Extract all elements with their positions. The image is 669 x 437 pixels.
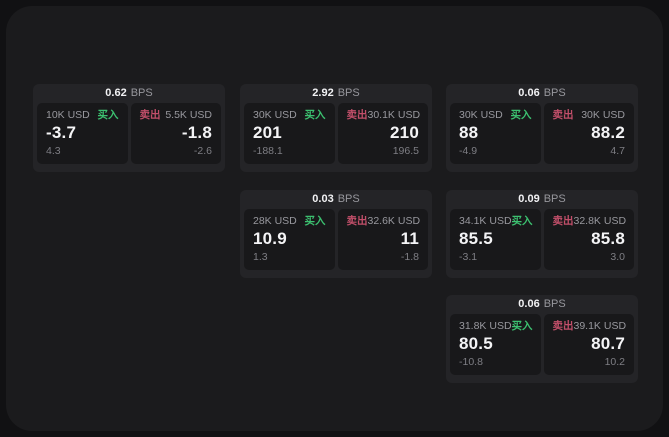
buy-size: 34.1K USD (459, 215, 512, 227)
sell-quote-cell[interactable]: 卖出 30.1K USD 210 196.5 (337, 103, 428, 164)
card-header: 2.92 BPS (240, 84, 432, 103)
sell-size: 30.1K USD (367, 109, 421, 121)
sell-side-label: 卖出 (139, 109, 161, 121)
sell-size: 32.8K USD (573, 215, 627, 227)
sell-price: 88.2 (591, 123, 625, 142)
buy-side-label: 买入 (510, 109, 532, 121)
sell-sub-value: -1.8 (400, 251, 419, 263)
sell-price: 210 (390, 123, 419, 142)
sell-quote-cell[interactable]: 卖出 32.6K USD 11 -1.8 (337, 209, 428, 270)
sell-sub-value: -2.6 (193, 145, 212, 157)
buy-sub-value: 1.3 (253, 251, 268, 263)
sell-sub-value: 4.7 (610, 145, 625, 157)
buy-sub-value: -188.1 (253, 145, 283, 157)
bps-value: 0.09 (518, 193, 540, 205)
buy-price: -3.7 (46, 123, 77, 142)
bps-unit-label: BPS (543, 87, 566, 99)
buy-size: 30K USD (459, 109, 503, 121)
buy-size: 30K USD (253, 109, 297, 121)
buy-price: 10.9 (253, 229, 287, 248)
card-header: 0.06 BPS (446, 84, 638, 103)
bps-unit-label: BPS (543, 298, 566, 310)
bps-unit-label: BPS (543, 193, 566, 205)
sell-quote-cell[interactable]: 卖出 30K USD 88.2 4.7 (543, 103, 634, 164)
sell-sub-value: 196.5 (392, 145, 419, 157)
bps-unit-label: BPS (337, 193, 360, 205)
quote-card: 0.03 BPS 28K USD 买入 10.9 1.3 卖出 32.6K US… (240, 190, 432, 278)
sell-side-label: 卖出 (552, 215, 574, 227)
buy-price: 85.5 (459, 229, 493, 248)
card-header: 0.09 BPS (446, 190, 638, 209)
quote-card: 0.09 BPS 34.1K USD 买入 85.5 -3.1 卖出 32.8K… (446, 190, 638, 278)
buy-size: 10K USD (46, 109, 90, 121)
sell-side-label: 卖出 (552, 320, 574, 332)
bps-value: 0.62 (105, 87, 127, 99)
quotes-panel: 0.62 BPS 10K USD 买入 -3.7 4.3 卖出 5.5K USD (6, 6, 663, 431)
buy-side-label: 买入 (97, 109, 119, 121)
sell-side-label: 卖出 (346, 109, 368, 121)
sell-price: -1.8 (181, 123, 212, 142)
sell-quote-cell[interactable]: 卖出 5.5K USD -1.8 -2.6 (130, 103, 221, 164)
sell-sub-value: 10.2 (604, 356, 625, 368)
card-header: 0.06 BPS (446, 295, 638, 314)
sell-side-label: 卖出 (346, 215, 368, 227)
quote-cells: 30K USD 买入 201 -188.1 卖出 30.1K USD 210 1… (244, 103, 428, 164)
buy-quote-cell[interactable]: 10K USD 买入 -3.7 4.3 (37, 103, 128, 164)
bps-value: 0.06 (518, 298, 540, 310)
quote-card: 0.62 BPS 10K USD 买入 -3.7 4.3 卖出 5.5K USD (33, 84, 225, 172)
bps-unit-label: BPS (130, 87, 153, 99)
buy-sub-value: -4.9 (459, 145, 478, 157)
buy-price: 88 (459, 123, 479, 142)
sell-size: 39.1K USD (573, 320, 627, 332)
quote-cells: 34.1K USD 买入 85.5 -3.1 卖出 32.8K USD 85.8… (450, 209, 634, 270)
buy-sub-value: -10.8 (459, 356, 483, 368)
quote-cells: 10K USD 买入 -3.7 4.3 卖出 5.5K USD -1.8 -2.… (37, 103, 221, 164)
buy-quote-cell[interactable]: 34.1K USD 买入 85.5 -3.1 (450, 209, 541, 270)
buy-price: 201 (253, 123, 282, 142)
quote-cells: 28K USD 买入 10.9 1.3 卖出 32.6K USD 11 -1.8 (244, 209, 428, 270)
quote-card: 0.06 BPS 30K USD 买入 88 -4.9 卖出 30K USD (446, 84, 638, 172)
buy-quote-cell[interactable]: 30K USD 买入 88 -4.9 (450, 103, 541, 164)
quote-cells: 30K USD 买入 88 -4.9 卖出 30K USD 88.2 4.7 (450, 103, 634, 164)
buy-size: 28K USD (253, 215, 297, 227)
quote-card: 0.06 BPS 31.8K USD 买入 80.5 -10.8 卖出 39.1… (446, 295, 638, 383)
bps-value: 2.92 (312, 87, 334, 99)
buy-size: 31.8K USD (459, 320, 512, 332)
bps-value: 0.06 (518, 87, 540, 99)
buy-side-label: 买入 (304, 109, 326, 121)
buy-quote-cell[interactable]: 31.8K USD 买入 80.5 -10.8 (450, 314, 541, 375)
sell-price: 11 (400, 229, 419, 248)
sell-quote-cell[interactable]: 卖出 32.8K USD 85.8 3.0 (543, 209, 634, 270)
card-header: 0.62 BPS (33, 84, 225, 103)
quote-cells: 31.8K USD 买入 80.5 -10.8 卖出 39.1K USD 80.… (450, 314, 634, 375)
bps-unit-label: BPS (337, 87, 360, 99)
bps-value: 0.03 (312, 193, 334, 205)
sell-size: 30K USD (581, 109, 625, 121)
buy-sub-value: -3.1 (459, 251, 478, 263)
sell-sub-value: 3.0 (610, 251, 625, 263)
sell-size: 5.5K USD (165, 109, 212, 121)
buy-side-label: 买入 (511, 320, 533, 332)
sell-quote-cell[interactable]: 卖出 39.1K USD 80.7 10.2 (543, 314, 634, 375)
sell-price: 85.8 (591, 229, 625, 248)
sell-price: 80.7 (591, 334, 625, 353)
sell-side-label: 卖出 (552, 109, 574, 121)
buy-quote-cell[interactable]: 30K USD 买入 201 -188.1 (244, 103, 335, 164)
buy-side-label: 买入 (511, 215, 533, 227)
buy-side-label: 买入 (304, 215, 326, 227)
sell-size: 32.6K USD (367, 215, 421, 227)
buy-quote-cell[interactable]: 28K USD 买入 10.9 1.3 (244, 209, 335, 270)
quote-card: 2.92 BPS 30K USD 买入 201 -188.1 卖出 30.1K … (240, 84, 432, 172)
buy-price: 80.5 (459, 334, 493, 353)
card-header: 0.03 BPS (240, 190, 432, 209)
buy-sub-value: 4.3 (46, 145, 61, 157)
